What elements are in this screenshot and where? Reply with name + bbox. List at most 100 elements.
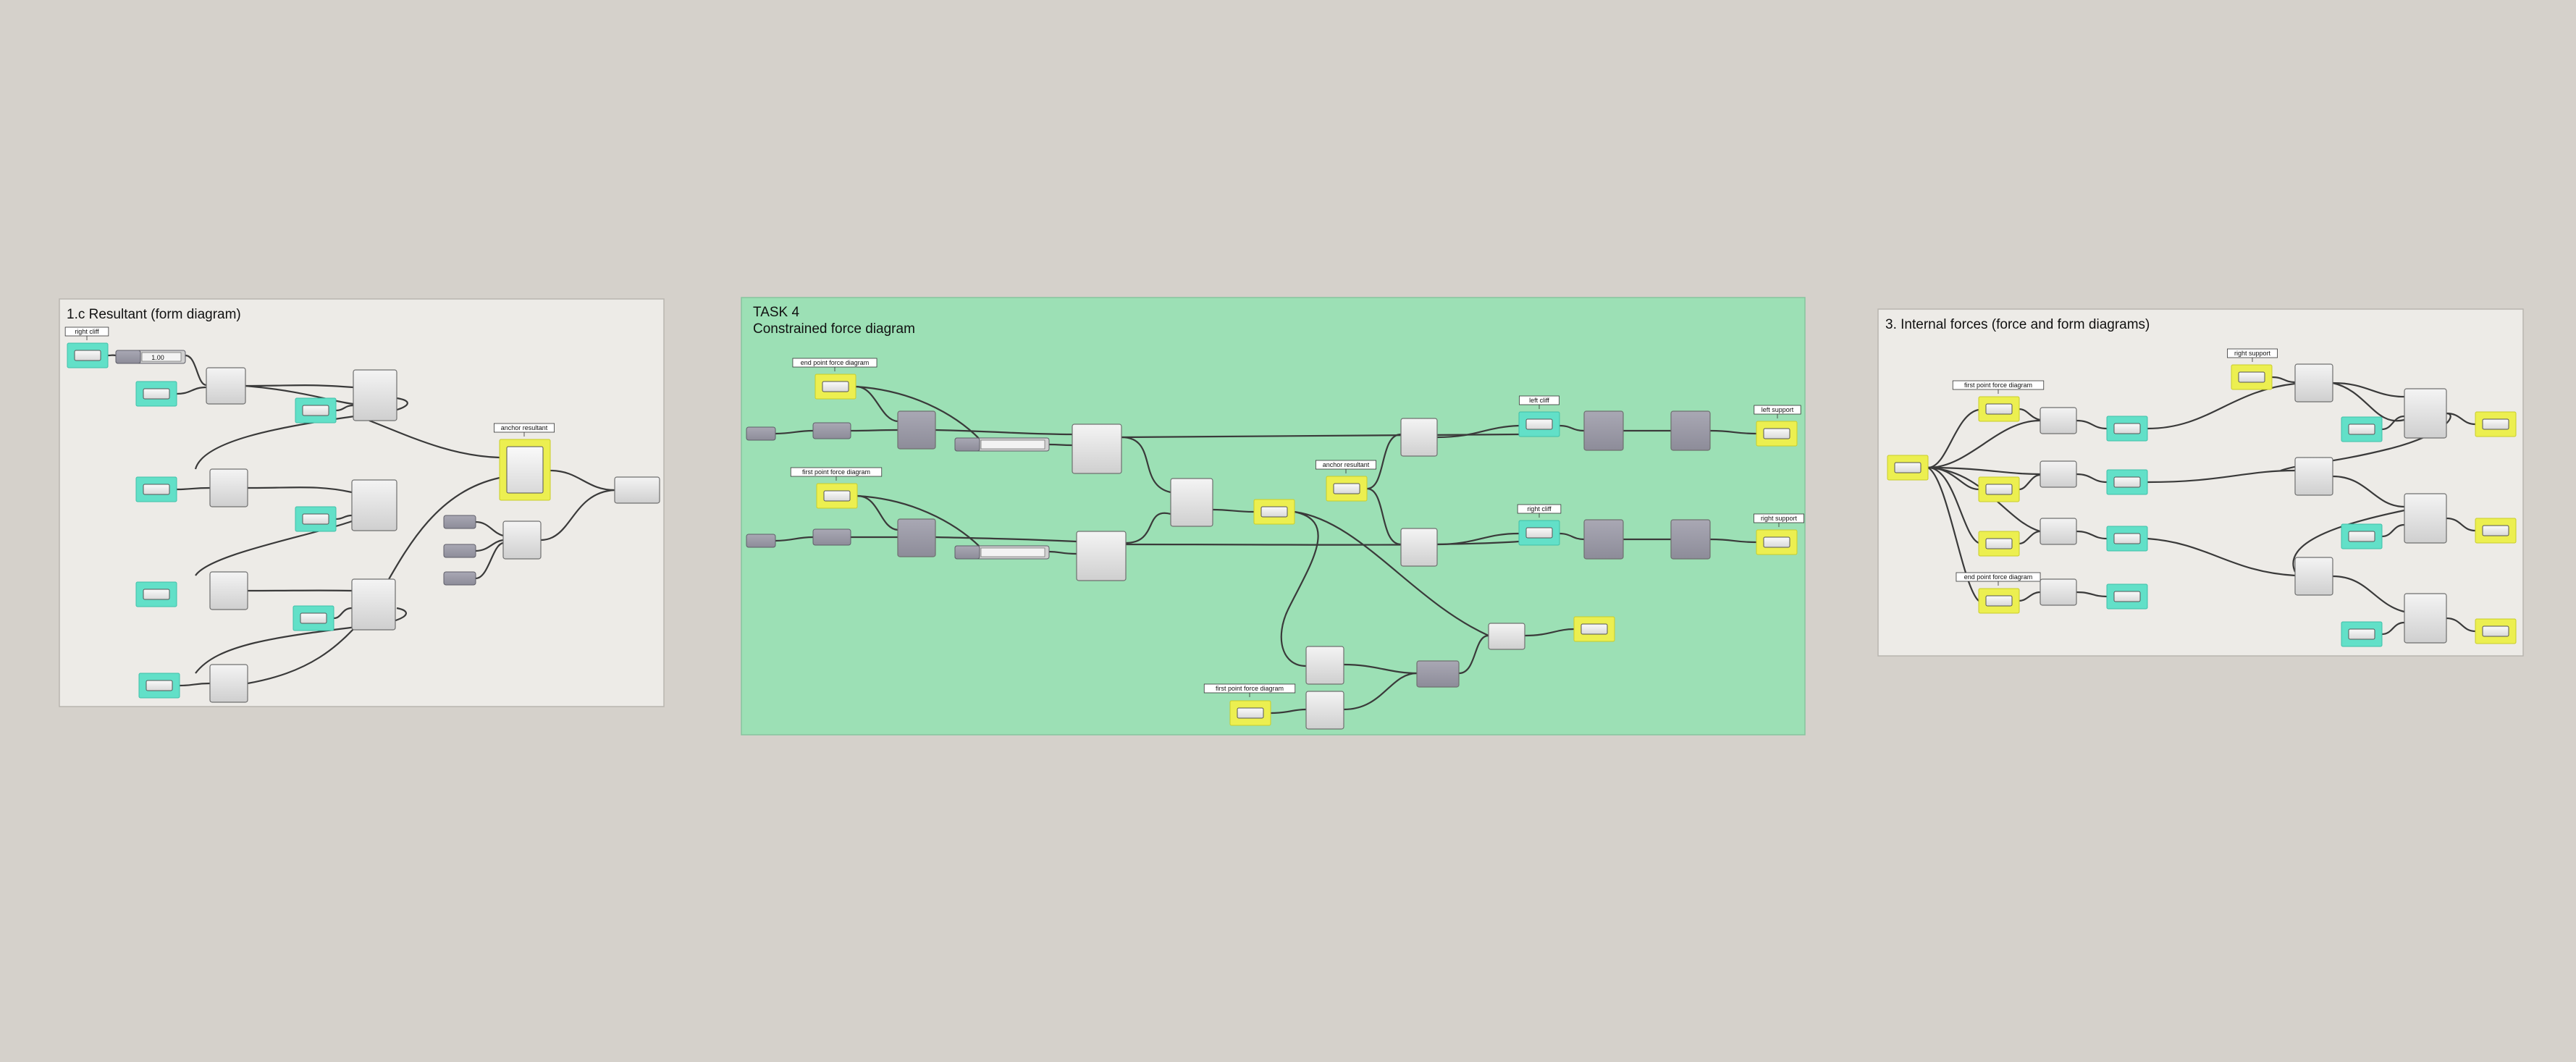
input-pill-node[interactable]	[443, 571, 476, 586]
parameter-node[interactable]	[295, 506, 337, 532]
component-node[interactable]	[502, 521, 542, 560]
parameter-node[interactable]	[2475, 618, 2517, 644]
component-node[interactable]	[1076, 531, 1127, 581]
component-node[interactable]	[2294, 457, 2333, 496]
component-node[interactable]	[2294, 363, 2333, 403]
component-node[interactable]	[2404, 493, 2447, 544]
component-node[interactable]	[1400, 528, 1438, 567]
parameter-node[interactable]	[2106, 469, 2148, 495]
tag-end-point-force-diagram: end point force diagram	[792, 358, 877, 371]
component-node[interactable]	[2040, 518, 2077, 545]
component-node[interactable]	[1072, 423, 1122, 474]
connection-wire	[333, 607, 353, 620]
tag-first-point-force-diagram: first point force diagram	[1952, 380, 2045, 394]
connection-wire	[2076, 591, 2108, 598]
connection-wire	[540, 489, 615, 541]
component-node[interactable]	[1670, 519, 1711, 560]
parameter-node[interactable]	[2341, 523, 2383, 549]
parameter-node[interactable]	[2106, 416, 2148, 442]
parameter-node[interactable]	[67, 342, 109, 368]
input-pill-node[interactable]	[746, 426, 776, 441]
number-slider[interactable]: 1.00	[115, 350, 186, 364]
parameter-node[interactable]	[1253, 499, 1295, 525]
parameter-node[interactable]	[1756, 529, 1798, 555]
parameter-node[interactable]	[2341, 416, 2383, 442]
component-node[interactable]	[1305, 646, 1344, 685]
parameter-node[interactable]	[1756, 421, 1798, 447]
component-node[interactable]	[351, 479, 397, 531]
parameter-node[interactable]	[815, 374, 856, 400]
input-pill-node[interactable]	[812, 422, 851, 439]
connection-wire	[1559, 424, 1585, 432]
number-slider[interactable]	[954, 437, 1050, 452]
group-title-g2: TASK 4	[753, 305, 799, 320]
connection-wire	[195, 607, 407, 674]
parameter-node[interactable]	[816, 483, 858, 509]
parameter-node[interactable]	[2106, 583, 2148, 610]
component-node[interactable]	[1416, 660, 1460, 688]
parameter-node[interactable]	[2475, 518, 2517, 544]
connection-wire	[475, 541, 504, 580]
parameter-node[interactable]	[2106, 526, 2148, 552]
parameter-node[interactable]	[1229, 700, 1271, 726]
parameter-node[interactable]	[1887, 455, 1929, 481]
tag-right-support: right support	[2227, 348, 2278, 362]
component-node[interactable]	[897, 410, 936, 450]
component-node[interactable]	[614, 476, 660, 504]
component-node[interactable]	[2040, 407, 2077, 434]
parameter-node[interactable]	[1326, 476, 1368, 502]
component-node[interactable]	[351, 578, 396, 631]
parameter-node[interactable]	[1978, 588, 2020, 614]
component-node[interactable]	[209, 664, 248, 703]
parameter-node[interactable]	[1518, 411, 1560, 437]
component-node[interactable]	[353, 369, 397, 421]
parameter-node[interactable]	[1573, 616, 1615, 642]
connection-wire	[2332, 475, 2405, 508]
parameter-node[interactable]	[135, 381, 177, 407]
component-node[interactable]	[209, 468, 248, 507]
input-pill-node[interactable]	[746, 534, 776, 548]
tag-end-point-force-diagram: end point force diagram	[1956, 572, 2041, 586]
parameter-node[interactable]	[135, 476, 177, 502]
component-node[interactable]	[2294, 557, 2333, 596]
component-node[interactable]	[2404, 593, 2447, 644]
component-node[interactable]	[1488, 623, 1525, 650]
parameter-node[interactable]	[295, 397, 337, 423]
component-node[interactable]	[1583, 410, 1624, 451]
component-node[interactable]	[1170, 478, 1213, 527]
parameter-node[interactable]	[138, 673, 180, 699]
parameter-node[interactable]	[1978, 531, 2020, 557]
component-node[interactable]	[1400, 418, 1438, 457]
parameter-node[interactable]	[2341, 621, 2383, 647]
svg-text:first point force diagram: first point force diagram	[1964, 382, 2032, 389]
svg-text:right cliff: right cliff	[1527, 505, 1552, 513]
component-node[interactable]	[2404, 388, 2447, 439]
component-node[interactable]	[206, 367, 246, 405]
component-node[interactable]	[1670, 410, 1711, 451]
component-node[interactable]	[2040, 578, 2077, 606]
parameter-node[interactable]	[292, 605, 334, 631]
component-node[interactable]	[1583, 519, 1624, 560]
connection-wire	[2147, 382, 2296, 430]
parameter-node[interactable]	[2475, 411, 2517, 437]
connection-wire	[179, 682, 211, 687]
component-node[interactable]	[897, 518, 936, 557]
component-node[interactable]	[209, 571, 248, 610]
input-pill-node[interactable]	[443, 515, 476, 529]
number-slider[interactable]	[954, 545, 1050, 560]
parameter-node[interactable]	[1518, 520, 1560, 546]
connection-wire	[1927, 466, 1979, 544]
svg-text:first point force diagram: first point force diagram	[1216, 685, 1284, 692]
component-node[interactable]	[1305, 691, 1344, 730]
connection-wire	[2019, 473, 2041, 491]
input-pill-node[interactable]	[443, 544, 476, 558]
component-node[interactable]	[2040, 460, 2077, 488]
parameter-node[interactable]	[2231, 364, 2273, 390]
parameter-node[interactable]	[1978, 476, 2020, 502]
input-pill-node[interactable]	[812, 528, 851, 546]
parameter-node[interactable]	[135, 581, 177, 607]
parameter-node-large[interactable]	[499, 439, 551, 501]
tag-first-point-force-diagram: first point force diagram	[1203, 683, 1296, 697]
parameter-node[interactable]	[1978, 396, 2020, 422]
